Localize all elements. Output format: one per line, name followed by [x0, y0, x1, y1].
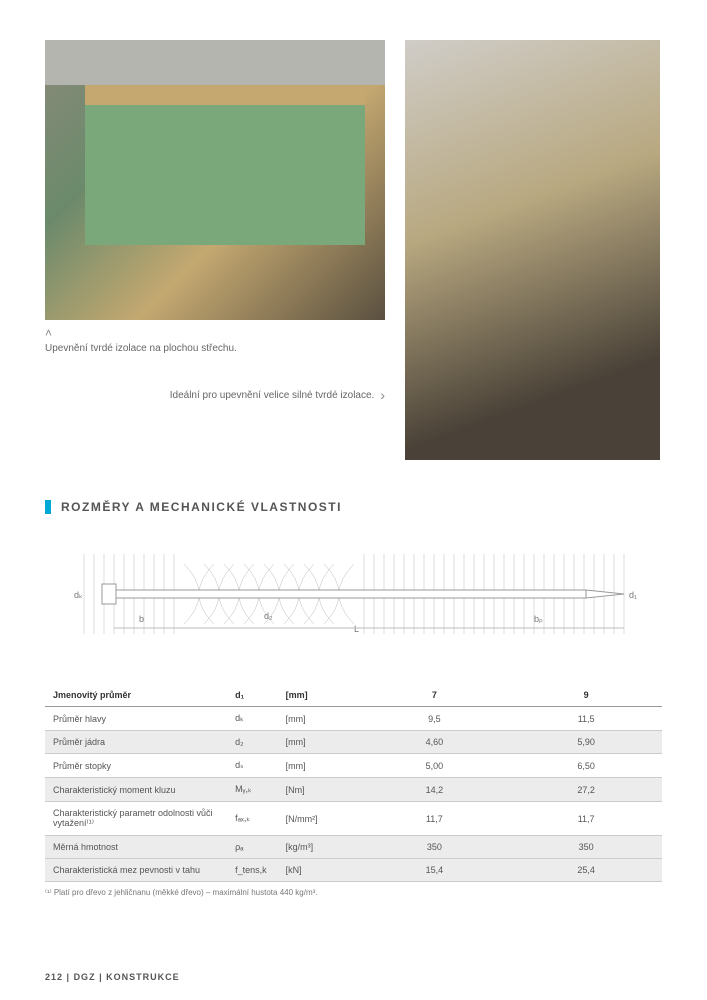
- cell-v2: 11,7: [510, 802, 662, 836]
- cell-sym: f_tens,k: [227, 859, 278, 882]
- cell-v2: 350: [510, 836, 662, 859]
- th-v1: 7: [359, 684, 511, 707]
- cell-v2: 25,4: [510, 859, 662, 882]
- svg-text:d₁: d₁: [629, 590, 637, 600]
- cell-unit: [kg/m³]: [278, 836, 359, 859]
- cell-v1: 5,00: [359, 754, 511, 778]
- table-footnote: ⁽¹⁾ Platí pro dřevo z jehličnanu (měkké …: [45, 888, 662, 897]
- cell-unit: [Nm]: [278, 778, 359, 802]
- svg-text:b: b: [139, 614, 144, 624]
- photo-screw-closeup: [405, 40, 660, 460]
- cell-unit: [mm]: [278, 707, 359, 731]
- table-row: Charakteristická mez pevnosti v tahuf_te…: [45, 859, 662, 882]
- cell-name: Charakteristický moment kluzu: [45, 778, 227, 802]
- cell-sym: fₐₓ,ₖ: [227, 802, 278, 836]
- photo-roof-insulation: [45, 40, 385, 320]
- cell-unit: [kN]: [278, 859, 359, 882]
- table-row: Charakteristický parametr odolnosti vůči…: [45, 802, 662, 836]
- table-row: Průměr hlavydₖ[mm]9,511,5: [45, 707, 662, 731]
- accent-bar-icon: [45, 500, 51, 514]
- page-footer: 212 | DGZ | KONSTRUKCE: [45, 972, 180, 982]
- cell-v2: 11,5: [510, 707, 662, 731]
- svg-text:L: L: [354, 624, 359, 634]
- properties-table: Jmenovitý průměr d₁ [mm] 7 9 Průměr hlav…: [45, 684, 662, 882]
- cell-v2: 5,90: [510, 731, 662, 754]
- cell-unit: [N/mm²]: [278, 802, 359, 836]
- svg-text:d₂: d₂: [264, 611, 273, 621]
- cell-name: Průměr hlavy: [45, 707, 227, 731]
- cell-sym: dₖ: [227, 707, 278, 731]
- table-row: Charakteristický moment kluzuMᵧ,ₖ[Nm]14,…: [45, 778, 662, 802]
- table-header-row: Jmenovitý průměr d₁ [mm] 7 9: [45, 684, 662, 707]
- th-sym: d₁: [227, 684, 278, 707]
- cell-name: Měrná hmotnost: [45, 836, 227, 859]
- footer-code: DGZ: [74, 972, 96, 982]
- cell-sym: ρₐ: [227, 836, 278, 859]
- th-unit: [mm]: [278, 684, 359, 707]
- caption-right: Ideální pro upevnění velice silné tvrdé …: [170, 389, 375, 403]
- svg-text:dₖ: dₖ: [74, 590, 83, 600]
- cell-unit: [mm]: [278, 754, 359, 778]
- table-row: Průměr stopkydₛ[mm]5,006,50: [45, 754, 662, 778]
- cell-v2: 27,2: [510, 778, 662, 802]
- section-header: ROZMĚRY A MECHANICKÉ VLASTNOSTI: [45, 500, 662, 514]
- cell-unit: [mm]: [278, 731, 359, 754]
- screw-diagram: dₖ d₁ d₂ b L bₚ: [64, 544, 644, 644]
- cell-name: Průměr jádra: [45, 731, 227, 754]
- table-row: Měrná hmotnostρₐ[kg/m³]350350: [45, 836, 662, 859]
- cell-name: Průměr stopky: [45, 754, 227, 778]
- footer-category: KONSTRUKCE: [106, 972, 180, 982]
- table-row: Průměr jádrad₂[mm]4,605,90: [45, 731, 662, 754]
- th-name: Jmenovitý průměr: [45, 684, 227, 707]
- th-v2: 9: [510, 684, 662, 707]
- cell-v1: 11,7: [359, 802, 511, 836]
- cell-name: Charakteristická mez pevnosti v tahu: [45, 859, 227, 882]
- svg-text:bₚ: bₚ: [534, 614, 543, 624]
- section-title: ROZMĚRY A MECHANICKÉ VLASTNOSTI: [61, 500, 342, 514]
- cell-v1: 9,5: [359, 707, 511, 731]
- cell-v1: 350: [359, 836, 511, 859]
- cell-v1: 4,60: [359, 731, 511, 754]
- cell-v1: 15,4: [359, 859, 511, 882]
- photo-row: ˄ Upevnění tvrdé izolace na plochou stře…: [45, 40, 662, 460]
- cell-name: Charakteristický parametr odolnosti vůči…: [45, 802, 227, 836]
- cell-sym: dₛ: [227, 754, 278, 778]
- cell-sym: d₂: [227, 731, 278, 754]
- cell-sym: Mᵧ,ₖ: [227, 778, 278, 802]
- chevron-up-icon: ˄: [45, 326, 385, 340]
- cell-v1: 14,2: [359, 778, 511, 802]
- caption-right-wrap: Ideální pro upevnění velice silné tvrdé …: [45, 386, 385, 406]
- cell-v2: 6,50: [510, 754, 662, 778]
- caption-left: Upevnění tvrdé izolace na plochou střech…: [45, 342, 385, 356]
- footer-page: 212: [45, 972, 63, 982]
- chevron-right-icon: ›: [380, 386, 385, 406]
